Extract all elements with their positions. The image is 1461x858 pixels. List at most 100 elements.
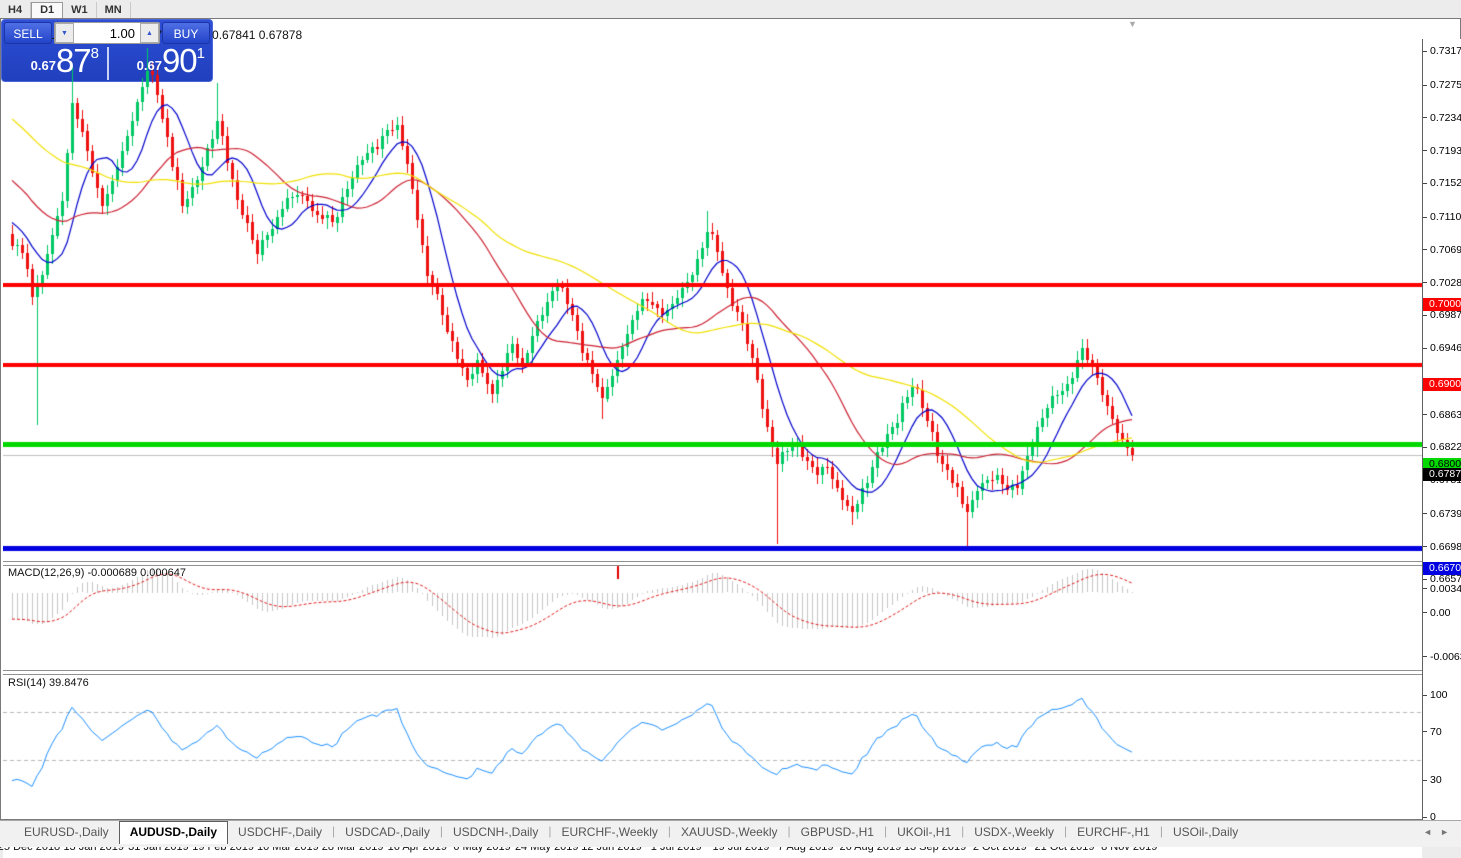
price-tick-dash	[1423, 50, 1427, 52]
tab-scroll-left-icon[interactable]: ◄	[1423, 827, 1441, 837]
price-tick-dash	[1423, 546, 1427, 548]
price-tick-dash	[1423, 347, 1427, 349]
rsi-canvas[interactable]	[3, 673, 1422, 799]
rsi-value: 39.8476	[48, 677, 89, 689]
chart-window: ▲ AUDUSD-,Daily 0.68037 0.68063 0.67841 …	[0, 18, 1461, 858]
timeframe-toolbar: H4 D1 W1 MN	[0, 0, 1461, 21]
price-badge-0.69006: 0.69006	[1423, 378, 1461, 392]
chart-tab-gbpusd[interactable]: GBPUSD-,H1	[800, 825, 874, 839]
chart-tab-eurchf[interactable]: EURCHF-,H1	[1077, 825, 1150, 839]
price-tick-dash	[1423, 513, 1427, 515]
chart-tab-usdcnh[interactable]: USDCNH-,Daily	[452, 825, 539, 839]
tab-separator: |	[667, 824, 672, 838]
chart-tab-xauusd[interactable]: XAUUSD-,Weekly	[681, 825, 778, 839]
price-tick-label: 0	[1430, 811, 1436, 823]
tab-separator: |	[439, 824, 443, 838]
macd-values: -0.000689 0.000647	[87, 567, 186, 579]
price-tick-dash	[1423, 694, 1427, 696]
price-tick-dash	[1423, 656, 1427, 658]
price-tick-dash	[1423, 588, 1427, 590]
tab-separator: |	[332, 824, 336, 838]
buy-price[interactable]: 0.67901	[111, 42, 211, 80]
sell-price-big: 87	[55, 42, 92, 79]
volume-decrease-icon[interactable]: ▼	[55, 23, 74, 43]
rsi-label: RSI(14) 39.8476	[8, 677, 89, 689]
price-tick-dash	[1423, 282, 1427, 284]
buy-price-sup: 1	[196, 45, 205, 62]
price-tick-dash	[1423, 612, 1427, 614]
price-tick-label: 100	[1430, 689, 1448, 701]
price-tick-label: -0.00637	[1430, 650, 1461, 663]
tab-separator: |	[548, 824, 552, 838]
chart-tab-audusd[interactable]: AUDUSD-,Daily	[118, 821, 229, 844]
macd-label: MACD(12,26,9) -0.000689 0.000647	[8, 567, 186, 579]
price-badge-0.70002: 0.70002	[1423, 298, 1461, 312]
price-tick-dash	[1423, 150, 1427, 152]
price-tick-dash	[1423, 779, 1427, 781]
one-click-trading-panel: SELL ▼ ▲ BUY 0.67878 0.67901	[1, 19, 213, 82]
tab-separator: |	[1064, 824, 1068, 838]
chart-tab-bar: EURUSD-,Daily AUDUSD-,Daily USDCHF-,Daily |…	[0, 820, 1461, 847]
price-tick-dash	[1423, 216, 1427, 218]
sell-price-sup: 8	[90, 45, 99, 62]
price-tick-dash	[1423, 414, 1427, 416]
tab-separator: |	[883, 824, 888, 838]
timeframe-button-h4[interactable]: H4	[0, 2, 32, 19]
price-tick-dash	[1423, 249, 1427, 251]
sell-price-prefix: 0.67	[30, 58, 56, 73]
volume-spinner: ▼ ▲	[54, 22, 160, 44]
price-tick-dash	[1423, 182, 1427, 184]
price-tick-dash	[1423, 446, 1427, 448]
chart-tab-ukoil[interactable]: UKOil-,H1	[897, 825, 952, 839]
price-tick-dash	[1423, 731, 1427, 733]
sell-button[interactable]: SELL	[4, 22, 52, 44]
main-chart-canvas[interactable]	[3, 21, 1422, 561]
buy-price-prefix: 0.67	[136, 58, 162, 73]
timeframe-button-mn[interactable]: MN	[97, 2, 131, 19]
tab-separator: |	[787, 824, 791, 838]
price-tick-dash	[1423, 84, 1427, 86]
tab-scroll-arrows: ◄►	[1423, 827, 1457, 837]
price-tick-dash	[1423, 117, 1427, 119]
chart-tab-eurchf[interactable]: EURCHF-,Weekly	[561, 825, 658, 839]
timeframe-button-w1[interactable]: W1	[63, 2, 97, 19]
volume-input[interactable]	[74, 23, 140, 43]
volume-increase-icon[interactable]: ▲	[140, 23, 159, 43]
buy-button[interactable]: BUY	[162, 22, 210, 44]
chart-tab-eurusd[interactable]: EURUSD-,Daily	[24, 825, 109, 839]
chart-tabs: EURUSD-,Daily AUDUSD-,Daily USDCHF-,Daily |…	[14, 821, 1248, 844]
price-tick-dash	[1423, 816, 1427, 818]
chart-tab-usdx[interactable]: USDX-,Weekly	[974, 825, 1055, 839]
chart-tab-usdchf[interactable]: USDCHF-,Daily	[238, 825, 323, 839]
tab-scroll-right-icon[interactable]: ►	[1440, 827, 1457, 837]
price-tick-label: 0.00349	[1430, 582, 1461, 595]
price-badge-0.66705: 0.66705	[1423, 562, 1461, 576]
chart-shift-icon[interactable]: ▼	[1128, 19, 1137, 29]
price-badge-0.68004: 0.68004	[1423, 458, 1461, 472]
chart-tab-usoil[interactable]: USOil-,Daily	[1172, 825, 1239, 839]
price-tick-label: 70	[1430, 725, 1442, 738]
tab-separator: |	[1159, 824, 1163, 838]
rsi-name: RSI(14)	[8, 677, 46, 689]
tab-separator: |	[961, 824, 965, 838]
sell-price[interactable]: 0.67878	[5, 42, 109, 80]
macd-canvas[interactable]	[3, 564, 1422, 670]
chart-tab-usdcad[interactable]: USDCAD-,Daily	[345, 825, 430, 839]
macd-name: MACD(12,26,9)	[8, 567, 85, 579]
price-badge-0.67878: 0.67878	[1423, 468, 1461, 482]
